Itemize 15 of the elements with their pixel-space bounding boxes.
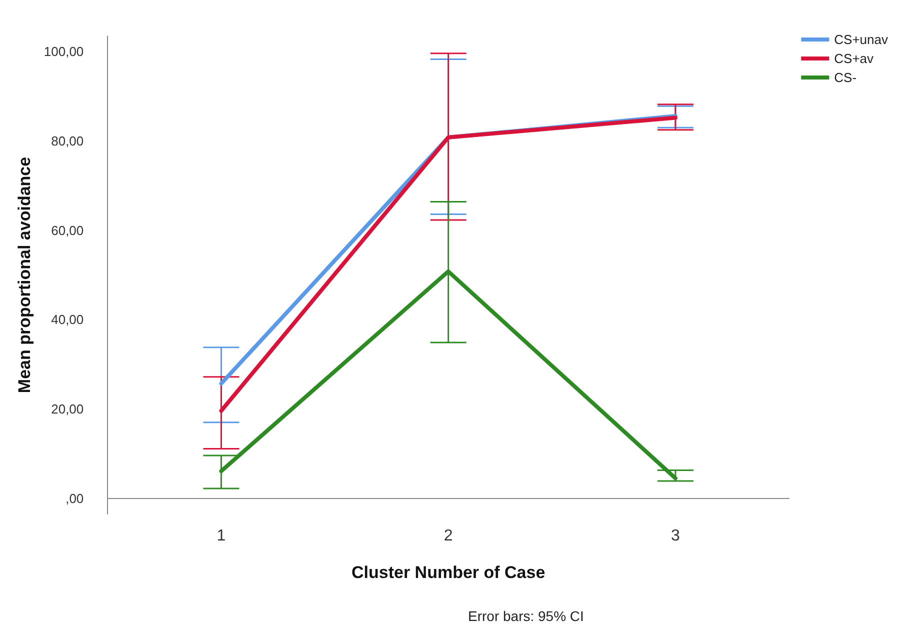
x-tick-label: 2 (444, 528, 453, 544)
y-tick-label: 60,00 (51, 222, 84, 238)
legend-label: CS+unav (834, 32, 888, 47)
x-tick-label: 3 (670, 528, 680, 544)
y-tick-label: ,00 (66, 490, 84, 506)
y-axis-title: Mean proportional avoidance (15, 156, 34, 394)
x-axis-title: Cluster Number of Case (351, 563, 546, 582)
legend-label: CS+av (834, 51, 874, 66)
y-tick-label: 20,00 (51, 402, 84, 417)
y-tick-label: 40,00 (51, 312, 84, 328)
y-tick-label: 80,00 (51, 133, 84, 148)
legend-label: CS- (834, 70, 857, 85)
x-tick-label: 1 (216, 528, 226, 544)
y-tick-label: 100,00 (44, 44, 84, 60)
text: Error bars: 95% CI (468, 608, 584, 624)
